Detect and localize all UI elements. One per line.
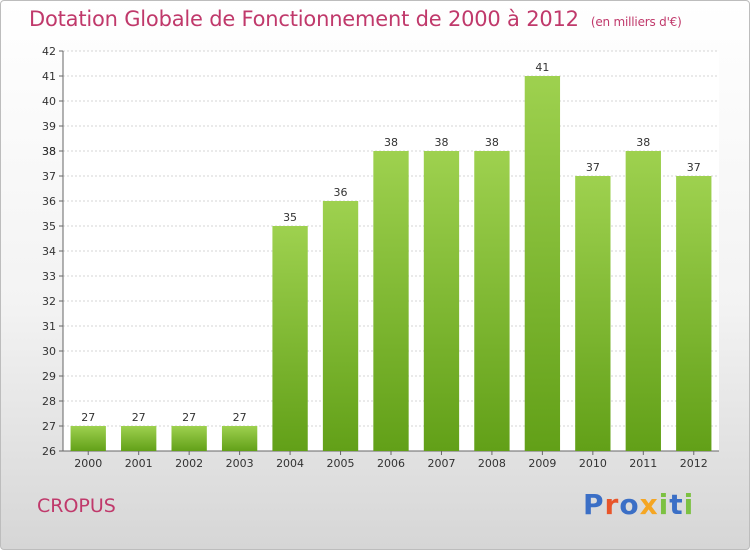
y-tick-label: 26 xyxy=(42,445,56,458)
x-tick-label-2004: 2004 xyxy=(276,457,304,470)
logo-letter: i xyxy=(658,488,670,521)
chart-title: Dotation Globale de Fonctionnement de 20… xyxy=(29,7,682,31)
bar-2006 xyxy=(373,151,409,451)
y-tick-label: 27 xyxy=(42,420,56,433)
y-tick-label: 28 xyxy=(42,395,56,408)
x-tick-label-2002: 2002 xyxy=(175,457,203,470)
y-tick-label: 38 xyxy=(42,145,56,158)
x-tick-label-2009: 2009 xyxy=(528,457,556,470)
logo-letter: P xyxy=(583,488,605,521)
value-label-2005: 36 xyxy=(334,186,348,199)
value-label-2003: 27 xyxy=(233,411,247,424)
logo-letter: r xyxy=(604,488,620,521)
value-label-2009: 41 xyxy=(535,61,549,74)
value-label-2004: 35 xyxy=(283,211,297,224)
bar-2012 xyxy=(676,176,712,451)
bar-2002 xyxy=(171,426,207,451)
value-label-2011: 38 xyxy=(636,136,650,149)
chart-subtitle: (en milliers d'€) xyxy=(590,15,682,29)
x-tick-label-2001: 2001 xyxy=(125,457,153,470)
y-tick-label: 40 xyxy=(42,95,56,108)
x-tick-label-2005: 2005 xyxy=(327,457,355,470)
x-tick-label-2006: 2006 xyxy=(377,457,405,470)
y-tick-label: 31 xyxy=(42,320,56,333)
x-tick-label-2000: 2000 xyxy=(74,457,102,470)
y-tick-label: 38 xyxy=(42,145,56,158)
logo-letter: i xyxy=(683,488,695,521)
bar-2005 xyxy=(322,201,359,451)
value-label-2008: 38 xyxy=(485,136,499,149)
y-tick-label: 33 xyxy=(42,270,56,283)
y-tick-label: 35 xyxy=(42,220,56,233)
x-tick-label-2011: 2011 xyxy=(629,457,657,470)
logo-letter: o xyxy=(619,488,640,521)
bar-2007 xyxy=(423,151,460,451)
logo-letter: t xyxy=(669,488,684,521)
value-label-2006: 38 xyxy=(384,136,398,149)
x-tick-label-2012: 2012 xyxy=(680,457,708,470)
proxiti-logo: Proxiti xyxy=(583,488,694,521)
x-tick-label-2008: 2008 xyxy=(478,457,506,470)
x-tick-label-2010: 2010 xyxy=(579,457,607,470)
y-tick-label: 29 xyxy=(42,370,56,383)
y-tick-label: 37 xyxy=(42,170,56,183)
y-tick-label: 42 xyxy=(42,45,56,58)
logo-letter: x xyxy=(639,488,659,521)
bar-2010 xyxy=(575,176,611,451)
bar-2008 xyxy=(474,151,510,451)
y-tick-label: 39 xyxy=(42,120,56,133)
bar-2003 xyxy=(221,426,258,451)
value-label-2007: 38 xyxy=(434,136,448,149)
bar-2011 xyxy=(625,151,661,451)
commune-name: CROPUS xyxy=(37,495,116,517)
value-label-2002: 27 xyxy=(182,411,196,424)
y-tick-label: 30 xyxy=(42,345,56,358)
bar-2009 xyxy=(524,76,561,451)
value-label-2010: 37 xyxy=(586,161,600,174)
y-tick-label: 32 xyxy=(42,295,56,308)
bar-2001 xyxy=(121,426,157,451)
y-tick-label: 34 xyxy=(42,245,56,258)
x-tick-label-2007: 2007 xyxy=(427,457,455,470)
bar-2004 xyxy=(272,226,308,451)
chart-title-text: Dotation Globale de Fonctionnement de 20… xyxy=(29,7,579,31)
bar-2000 xyxy=(70,426,106,451)
value-label-2001: 27 xyxy=(132,411,146,424)
value-label-2012: 37 xyxy=(687,161,701,174)
y-tick-label: 41 xyxy=(42,70,56,83)
value-label-2000: 27 xyxy=(81,411,95,424)
y-tick-label: 36 xyxy=(42,195,56,208)
x-tick-label-2003: 2003 xyxy=(226,457,254,470)
